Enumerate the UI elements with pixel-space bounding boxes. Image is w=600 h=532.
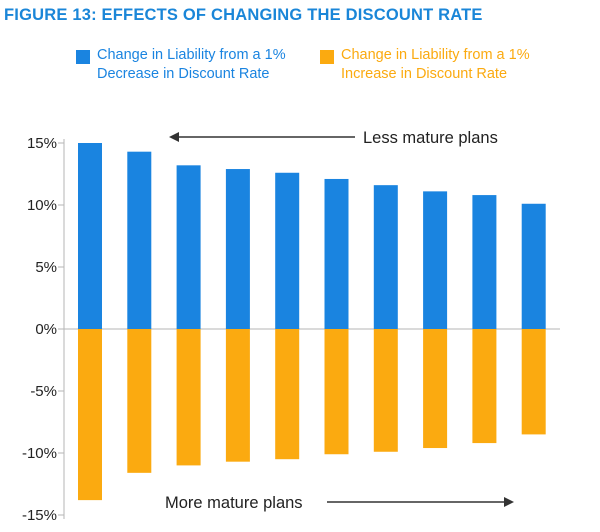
- annotation-arrowhead-left: [169, 132, 179, 142]
- legend-label-increase: Change in Liability from a 1% Increase in…: [341, 47, 530, 82]
- chart-title: FIGURE 13: EFFECTS OF CHANGING THE DISCO…: [4, 6, 483, 24]
- annotation-less-mature: Less mature plans: [363, 129, 498, 147]
- legend-label-decrease: Change in Liability from a 1% Decrease in…: [97, 47, 286, 82]
- y-tick-label: 5%: [35, 259, 57, 276]
- bar-increase: [521, 329, 546, 435]
- bar-increase: [373, 329, 398, 452]
- bar-increase: [324, 329, 349, 455]
- bar-decrease: [423, 191, 448, 329]
- y-tick-label: 15%: [27, 135, 57, 152]
- bar-increase: [176, 329, 201, 466]
- bar-decrease: [78, 143, 102, 329]
- y-tick-label: -5%: [30, 383, 57, 400]
- bar-decrease: [472, 195, 497, 329]
- legend-item-increase: Change in Liability from a 1% Increase in…: [320, 46, 530, 84]
- bar-increase: [127, 329, 152, 473]
- y-tick-label: 10%: [27, 197, 57, 214]
- bar-decrease: [373, 185, 398, 329]
- y-tick-label: 0%: [35, 321, 57, 338]
- bar-decrease: [521, 203, 546, 329]
- bar-decrease: [127, 151, 152, 329]
- bar-increase: [225, 329, 250, 462]
- legend-swatch-increase: [320, 50, 334, 64]
- bar-increase: [423, 329, 448, 449]
- y-tick-label: -15%: [22, 507, 57, 524]
- bar-decrease: [225, 169, 250, 329]
- bar-decrease: [176, 165, 201, 329]
- bar-decrease: [324, 178, 349, 329]
- annotation-arrowhead-right: [504, 497, 514, 507]
- bar-increase: [472, 329, 497, 444]
- bar-decrease: [275, 172, 300, 329]
- bar-increase: [78, 329, 102, 501]
- annotation-more-mature: More mature plans: [165, 494, 303, 512]
- legend-swatch-decrease: [76, 50, 90, 64]
- y-tick-label: -10%: [22, 445, 57, 462]
- bar-increase: [275, 329, 300, 460]
- legend-item-decrease: Change in Liability from a 1% Decrease in…: [76, 46, 286, 84]
